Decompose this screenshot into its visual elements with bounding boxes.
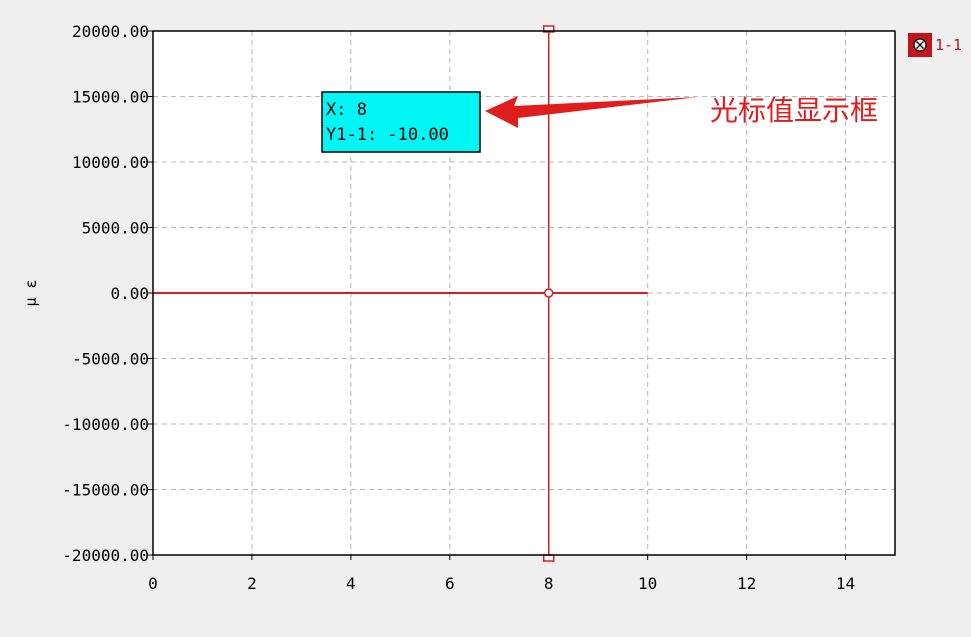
y-tick-label: 10000.00 <box>72 153 149 172</box>
x-tick-label: 14 <box>836 574 855 593</box>
close-icon <box>916 41 924 49</box>
y-tick-label: -5000.00 <box>72 350 149 369</box>
readout-x-text: X: 8 <box>326 100 367 120</box>
y-axis: 20000.00 15000.00 10000.00 5000.00 0.00 -5000… <box>62 22 153 565</box>
cursor-point[interactable] <box>543 288 554 298</box>
y-tick-label: 20000.00 <box>72 22 149 41</box>
x-tick-label: 0 <box>148 574 158 593</box>
x-tick-label: 8 <box>544 574 554 593</box>
x-axis: 0 2 4 6 8 10 12 14 <box>148 555 855 593</box>
y-tick-label: -15000.00 <box>62 481 149 500</box>
y-tick-label: 5000.00 <box>82 219 149 238</box>
readout-background <box>321 91 481 153</box>
cursor-handle-bottom[interactable] <box>542 554 555 562</box>
annotation: 光标值显示框 <box>485 94 878 128</box>
readout-y-text: Y1-1: -10.00 <box>326 125 449 145</box>
plot-frame <box>152 30 896 556</box>
legend-label: 1-1 <box>935 36 962 54</box>
x-tick-label: 12 <box>737 574 756 593</box>
x-tick-label: 2 <box>247 574 257 593</box>
legend[interactable]: 1-1 <box>908 33 962 57</box>
left-arrow-icon <box>485 96 698 128</box>
cursor-handle-top[interactable] <box>542 25 555 33</box>
annotation-text: 光标值显示框 <box>710 94 878 127</box>
y-axis-label: μ ε <box>22 279 40 306</box>
cursor-layer[interactable] <box>542 25 555 562</box>
x-tick-label: 4 <box>346 574 356 593</box>
y-tick-label: -10000.00 <box>62 415 149 434</box>
x-tick-label: 6 <box>445 574 455 593</box>
y-tick-label: -20000.00 <box>62 546 149 565</box>
y-tick-label: 15000.00 <box>72 88 149 107</box>
cursor-readout-box: X: 8 Y1-1: -10.00 <box>321 91 481 153</box>
x-tick-label: 10 <box>638 574 657 593</box>
y-tick-label: 0.00 <box>110 284 149 303</box>
